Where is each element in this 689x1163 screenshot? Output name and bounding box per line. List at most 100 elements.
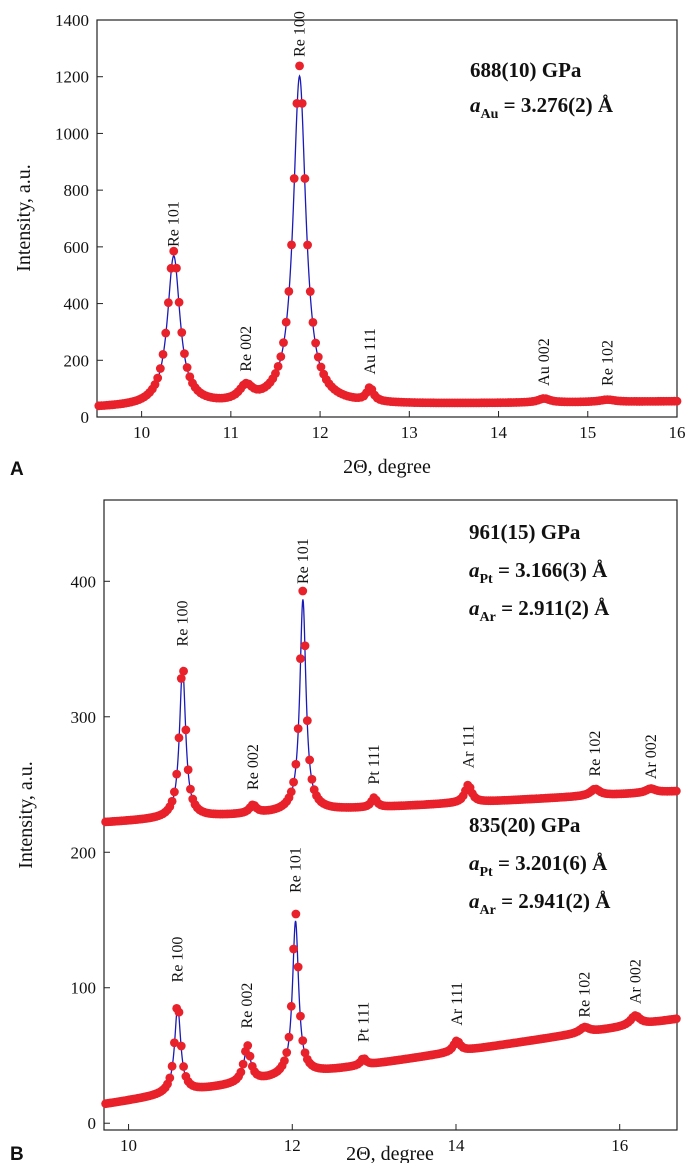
panel-b-peak-label: Re 102 bbox=[577, 972, 594, 1018]
panel-a-data-points-0 bbox=[94, 61, 682, 411]
panel-b-data-point bbox=[186, 784, 195, 794]
panel-b-annotation-segment: Ar bbox=[480, 610, 496, 625]
panel-b-y-tick-label: 100 bbox=[71, 979, 97, 998]
panel-b-letter: B bbox=[10, 1144, 24, 1163]
panel-b-data-point bbox=[172, 769, 182, 779]
panel-a-data-point bbox=[303, 240, 312, 250]
panel-a-peak-label: Au 002 bbox=[536, 338, 553, 386]
panel-b-annotation-segment: a bbox=[469, 596, 480, 620]
panel-b-data-point bbox=[296, 654, 305, 664]
panel-b-y-tick-label: 400 bbox=[71, 572, 97, 591]
panel-a-x-tick-label: 11 bbox=[223, 423, 239, 442]
panel-b-annotation-line: 835(20) GPa bbox=[469, 813, 581, 837]
panel-b-y-tick-label: 200 bbox=[71, 843, 97, 862]
panel-b-annotation-segment: Pt bbox=[480, 865, 494, 880]
panel-a-y-tick-label: 400 bbox=[64, 295, 90, 314]
panel-a-data-point bbox=[287, 240, 296, 250]
panel-b-annotation-segment: 961(15) GPa bbox=[469, 520, 581, 544]
panel-b-x-tick-label: 14 bbox=[447, 1136, 465, 1155]
panel-b-data-point bbox=[293, 724, 303, 734]
panel-b-annotation-segment: a bbox=[469, 851, 480, 875]
panel-b-y-tick-label: 0 bbox=[88, 1114, 97, 1133]
panel-b-data-point bbox=[307, 774, 317, 784]
panel-b-data-point bbox=[167, 1061, 177, 1071]
panel-b-annotation-segment: 835(20) GPa bbox=[469, 813, 581, 837]
panel-a-axes: 10 11 12 13 14 15 16 0 200 400 600 800 1000 1200 1400 bbox=[55, 11, 686, 442]
panel-a-annotation-line: 688(10) GPa bbox=[470, 58, 582, 82]
panel-b-annotation-line: aAr = 2.941(2) Å bbox=[469, 889, 611, 918]
panel-b-peak-label: Re 101 bbox=[295, 538, 312, 584]
panel-a-annotation-segment: = 3.276(2) Å bbox=[498, 93, 613, 117]
panel-a-annotation: 688(10) GPa aAu = 3.276(2) Å bbox=[470, 58, 614, 122]
panel-a: 10 11 12 13 14 15 160200400600800100012001400 … bbox=[10, 11, 686, 480]
panel-b-peak-label: Pt 111 bbox=[366, 744, 383, 784]
panel-b-data-point bbox=[174, 733, 184, 743]
panel-a-data-point bbox=[163, 298, 173, 308]
panel-a-data-point bbox=[311, 338, 321, 348]
panel-b-data-point bbox=[298, 1036, 308, 1046]
panel-b-peak-label: Ar 002 bbox=[643, 734, 660, 779]
panel-a-x-axis-title: 2Θ, degree bbox=[343, 456, 431, 478]
panel-a-x-tick-label: 13 bbox=[401, 423, 418, 442]
panel-a-peak-label: Re 101 bbox=[166, 201, 183, 247]
panel-b-annotation-segment: Ar bbox=[480, 903, 496, 918]
panel-a-annotation-segment: a bbox=[470, 93, 481, 117]
panel-b-data-point bbox=[179, 1062, 188, 1071]
panel-b-plot-area bbox=[101, 586, 681, 1109]
panel-b-data-point bbox=[302, 716, 312, 726]
panel-b-data-point bbox=[286, 787, 296, 797]
panel-b-data-point bbox=[170, 787, 179, 797]
panel-a-frame bbox=[96, 19, 678, 418]
panel-b-annotation-segment: Pt bbox=[480, 572, 494, 587]
panel-b-data-point bbox=[291, 909, 301, 919]
panel-a-y-tick-label: 200 bbox=[64, 351, 90, 370]
panel-b-peak-label: Re 100 bbox=[175, 601, 192, 647]
panel-b-data-points-0 bbox=[101, 586, 681, 827]
panel-a-peak-label: Au 111 bbox=[362, 328, 379, 374]
panel-a-data-point bbox=[153, 373, 163, 383]
panel-b-peak-labels: Re 100 Re 002 Re 101 Pt 111 Ar 111 Re 102 Ar 0… bbox=[170, 538, 660, 1042]
panel-b-x-tick-label: 12 bbox=[284, 1136, 301, 1155]
panel-a-x-tick-label: 14 bbox=[490, 423, 508, 442]
panel-a-plot-area bbox=[94, 61, 682, 411]
panel-a-data-point bbox=[281, 317, 291, 327]
panel-a-x-tick-label: 16 bbox=[669, 423, 686, 442]
panel-a-data-point bbox=[308, 317, 318, 327]
panel-a-data-point bbox=[300, 174, 310, 183]
panel-a-y-tick-label: 1200 bbox=[55, 68, 89, 87]
panel-a-data-point bbox=[313, 352, 323, 362]
panel-a-data-point bbox=[177, 328, 187, 337]
panel-b-peak-label: Ar 002 bbox=[627, 959, 644, 1004]
panel-a-x-tick-label: 10 bbox=[133, 423, 150, 442]
panel-a-data-point bbox=[174, 297, 184, 307]
panel-a-x-tick-label: 12 bbox=[312, 423, 329, 442]
panel-b-data-point bbox=[238, 1059, 248, 1069]
panel-a-data-point bbox=[155, 364, 165, 373]
panel-a-data-point bbox=[297, 99, 307, 108]
panel-a-y-tick-label: 800 bbox=[64, 181, 90, 200]
panel-b-data-point bbox=[174, 1007, 184, 1017]
panel-a-data-point bbox=[169, 246, 179, 256]
panel-b-peak-label: Re 102 bbox=[587, 731, 604, 777]
panel-b-data-point bbox=[245, 1051, 255, 1061]
panel-b-data-point bbox=[176, 1041, 186, 1051]
panel-a-data-point bbox=[672, 396, 682, 406]
panel-b-data-point bbox=[183, 765, 193, 775]
panel-a-data-point bbox=[161, 328, 171, 338]
panel-b-annotation-segment: = 3.166(3) Å bbox=[493, 558, 608, 582]
panel-b-x-tick-label: 10 bbox=[120, 1136, 137, 1155]
panel-b-data-point bbox=[298, 586, 308, 596]
panel-a-data-point bbox=[271, 369, 280, 378]
panel-b-data-point bbox=[167, 796, 177, 806]
panel-a-data-point bbox=[158, 349, 168, 359]
panel-a-y-tick-label: 0 bbox=[81, 408, 90, 427]
panel-b-data-point bbox=[289, 777, 298, 787]
panel-a-annotation-segment: 688(10) GPa bbox=[470, 58, 582, 82]
panel-b-peak-label: Re 002 bbox=[239, 983, 256, 1029]
panel-b-peak-label: Ar 111 bbox=[449, 982, 466, 1026]
panel-a-annotation-segment: Au bbox=[481, 107, 499, 122]
panel-b-data-point bbox=[282, 1048, 292, 1057]
panel-b-peak-label: Re 101 bbox=[288, 847, 305, 893]
